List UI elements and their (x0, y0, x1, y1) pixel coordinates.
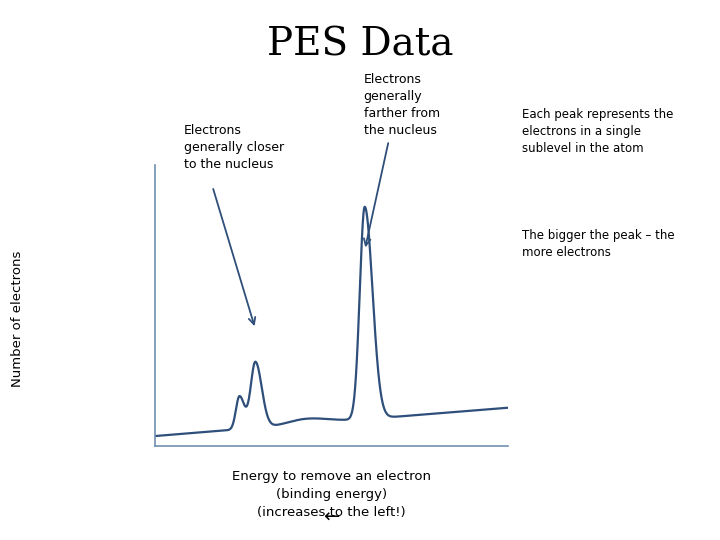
Text: The bigger the peak – the
more electrons: The bigger the peak – the more electrons (522, 230, 675, 260)
Text: Each peak represents the
electrons in a single
sublevel in the atom: Each peak represents the electrons in a … (522, 108, 673, 155)
Text: Electrons
generally
farther from
the nucleus: Electrons generally farther from the nuc… (364, 73, 440, 137)
Text: Energy to remove an electron
(binding energy)
(increases to the left!): Energy to remove an electron (binding en… (232, 470, 431, 519)
Text: PES Data: PES Data (266, 27, 454, 64)
Text: Electrons
generally closer
to the nucleus: Electrons generally closer to the nucleu… (184, 124, 284, 171)
Text: Number of electrons: Number of electrons (12, 251, 24, 387)
Text: ←: ← (323, 508, 339, 526)
